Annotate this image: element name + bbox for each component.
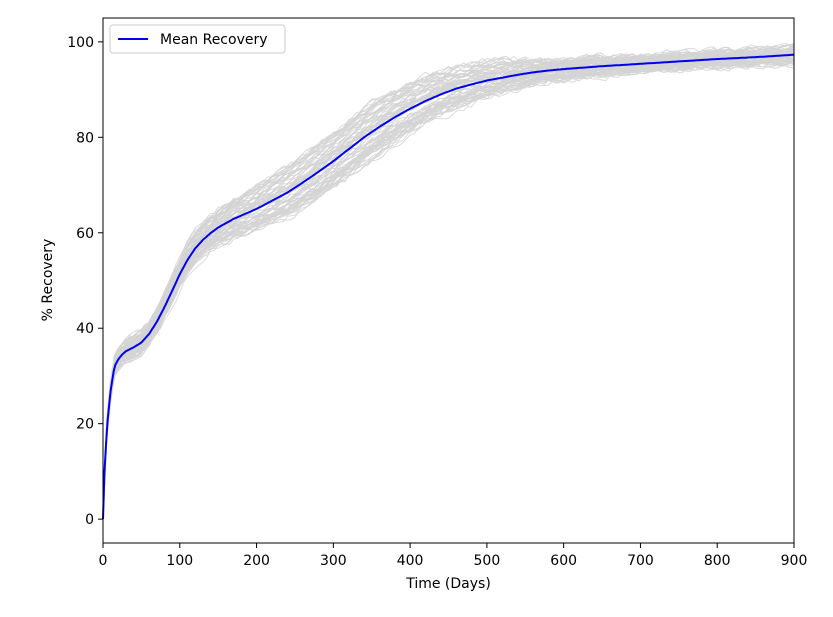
mean-recovery-line xyxy=(102,53,794,520)
x-tick-label: 400 xyxy=(397,553,424,569)
y-tick-label: 0 xyxy=(85,512,94,528)
legend-mean-label: Mean Recovery xyxy=(160,32,268,48)
sample-curve xyxy=(102,55,795,520)
legend-box xyxy=(109,24,286,54)
y-tick-label: 20 xyxy=(76,417,94,433)
x-tick-label: 600 xyxy=(550,553,577,569)
y-tick-label: 100 xyxy=(67,35,94,51)
sample-curve xyxy=(102,59,795,520)
sample-curves xyxy=(102,42,795,520)
x-tick-label: 100 xyxy=(166,553,193,569)
x-tick-label: 500 xyxy=(474,553,501,569)
x-axis-label: Time (Days) xyxy=(405,576,491,592)
sample-curve xyxy=(102,43,795,520)
x-tick-label: 200 xyxy=(243,553,270,569)
sample-curve xyxy=(102,53,795,520)
x-tick-label: 0 xyxy=(99,553,108,569)
y-tick-label: 60 xyxy=(76,226,94,242)
sample-curve xyxy=(102,55,795,520)
sample-curve xyxy=(102,48,795,520)
y-tick-label: 80 xyxy=(76,130,94,146)
sample-curve xyxy=(102,42,795,520)
mean-curve-layer xyxy=(102,53,794,520)
plot-frame xyxy=(102,17,795,544)
y-axis-ticks: 0 20 40 60 80 100 xyxy=(67,35,103,528)
y-axis-label: % Recovery xyxy=(40,239,56,322)
sample-curve xyxy=(102,45,795,520)
sample-curve xyxy=(102,46,795,520)
x-tick-label: 300 xyxy=(320,553,347,569)
legend: Mean Recovery xyxy=(109,24,286,54)
y-tick-label: 40 xyxy=(76,321,94,337)
x-tick-label: 900 xyxy=(781,553,808,569)
x-tick-label: 800 xyxy=(704,553,731,569)
x-axis-ticks: 0 100 200 300 400 500 600 700 800 900 xyxy=(99,543,808,569)
sample-curve xyxy=(102,49,795,520)
x-tick-label: 700 xyxy=(627,553,654,569)
